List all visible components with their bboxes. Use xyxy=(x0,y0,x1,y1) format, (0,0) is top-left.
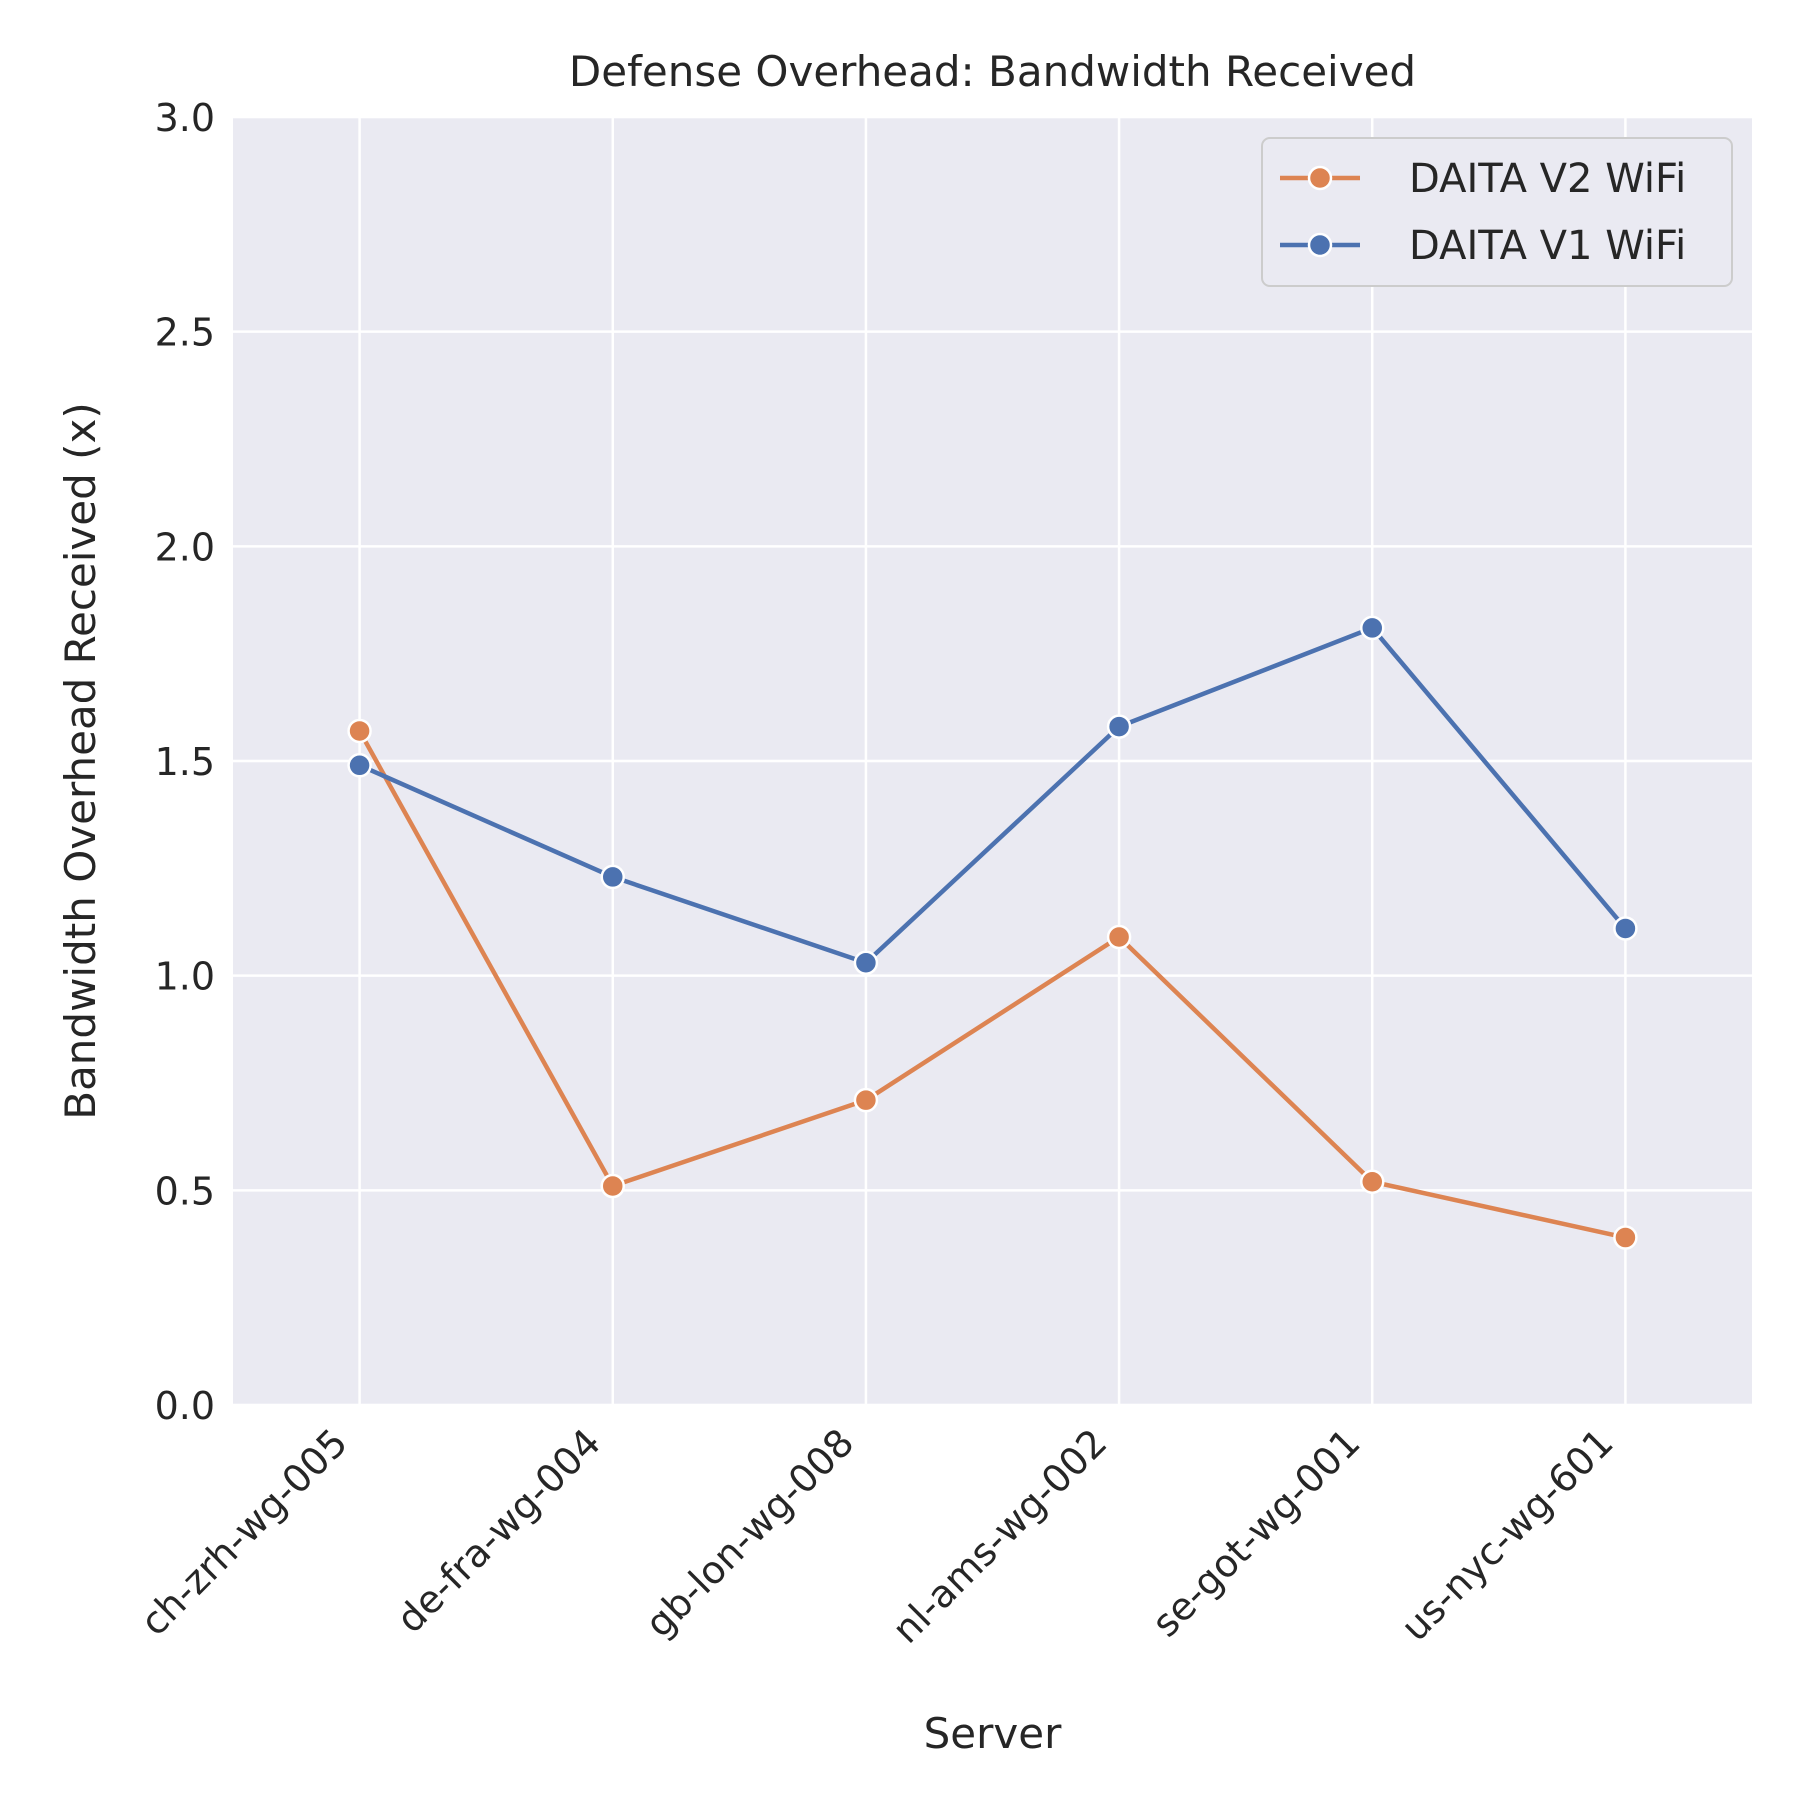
legend: DAITA V2 WiFi DAITA V1 WiFi xyxy=(1261,137,1733,287)
series-1 xyxy=(347,615,1638,976)
data-point xyxy=(1106,714,1132,739)
data-point xyxy=(1613,1225,1638,1250)
series-line xyxy=(357,625,1628,966)
y-tick-label: 1.0 xyxy=(155,955,215,999)
data-point xyxy=(600,864,625,890)
data-point xyxy=(853,950,879,976)
y-tick-label: 1.5 xyxy=(155,740,215,784)
y-tick-label: 2.0 xyxy=(155,525,215,569)
y-tick-label: 2.5 xyxy=(155,311,215,355)
data-point xyxy=(347,753,372,778)
legend-marker xyxy=(1307,165,1333,191)
legend-frame xyxy=(1261,137,1733,287)
legend-label: DAITA V1 WiFi xyxy=(1409,223,1686,269)
grid-lines xyxy=(233,115,1752,1407)
data-point xyxy=(1613,916,1638,941)
x-tick-label: de-fra-wg-004 xyxy=(388,1420,609,1641)
x-tick-label: gb-lon-wg-008 xyxy=(637,1420,863,1646)
data-point xyxy=(600,1173,625,1199)
legend-item: DAITA V1 WiFi xyxy=(1280,223,1686,269)
y-axis-label: Bandwidth Overhead Received (x) xyxy=(56,402,105,1120)
x-axis-label: Server xyxy=(924,1709,1062,1758)
series-0 xyxy=(347,718,1638,1250)
legend-label: DAITA V2 WiFi xyxy=(1409,156,1686,202)
data-point xyxy=(1360,1169,1385,1194)
data-point xyxy=(347,718,372,744)
y-tick-label: 0.0 xyxy=(155,1384,215,1428)
legend-item: DAITA V2 WiFi xyxy=(1280,156,1686,202)
chart-title: Defense Overhead: Bandwidth Received xyxy=(569,47,1416,96)
y-tick-label: 3.0 xyxy=(155,96,215,140)
data-point xyxy=(853,1087,879,1113)
data-point xyxy=(1106,924,1132,950)
x-tick-label: ch-zrh-wg-005 xyxy=(132,1420,356,1644)
x-tick-label: us-nyc-wg-601 xyxy=(1393,1420,1622,1649)
x-tick-label: se-got-wg-001 xyxy=(1144,1420,1369,1645)
series-line xyxy=(357,728,1628,1240)
data-point xyxy=(1360,615,1385,641)
y-tick-label: 0.5 xyxy=(155,1169,215,1213)
x-tick-label: nl-ams-wg-002 xyxy=(884,1420,1116,1652)
series-layer xyxy=(347,615,1638,1250)
legend-marker xyxy=(1307,232,1333,258)
